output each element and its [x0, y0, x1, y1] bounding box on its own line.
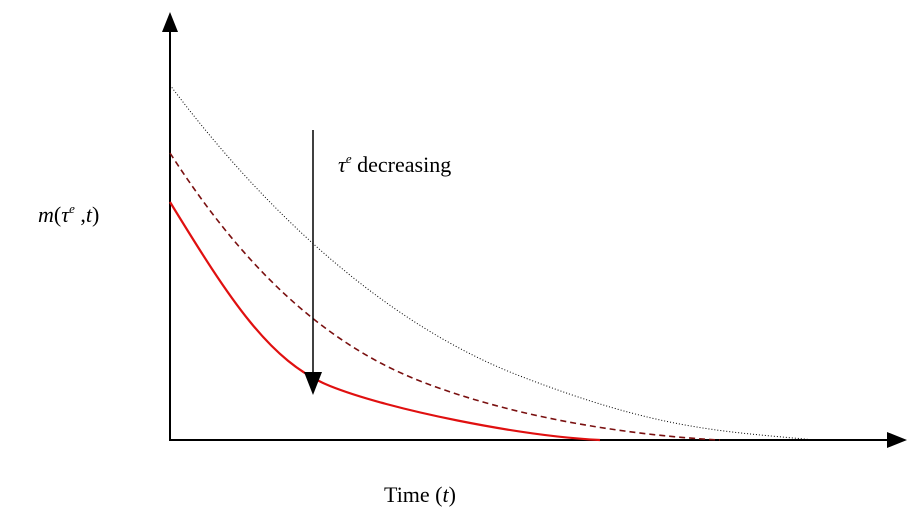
curve-solid [169, 201, 601, 442]
label-part: m [38, 202, 54, 227]
decrease-arrow-head [304, 372, 322, 395]
y-axis-label: m(τe ,t) [38, 201, 99, 227]
label-part: ( [54, 202, 61, 227]
label-part: decreasing [352, 152, 452, 177]
label-part: τ [338, 152, 347, 177]
x-axis-label: Time (t) [384, 482, 456, 507]
label-part: e [69, 201, 75, 216]
curve-dashed [169, 152, 721, 441]
label-part: t [443, 482, 450, 507]
label-part: ) [449, 482, 456, 507]
curve-dotted [169, 84, 816, 441]
label-part: e [346, 151, 352, 166]
label-part: Time ( [384, 482, 442, 507]
label-part: ) [92, 202, 99, 227]
x-axis-arrow [887, 432, 907, 448]
label-part: t [86, 202, 93, 227]
label-part: τ [61, 202, 70, 227]
y-axis-arrow [162, 12, 178, 32]
annotation: τe decreasing [338, 151, 451, 177]
label-part: , [75, 202, 86, 227]
